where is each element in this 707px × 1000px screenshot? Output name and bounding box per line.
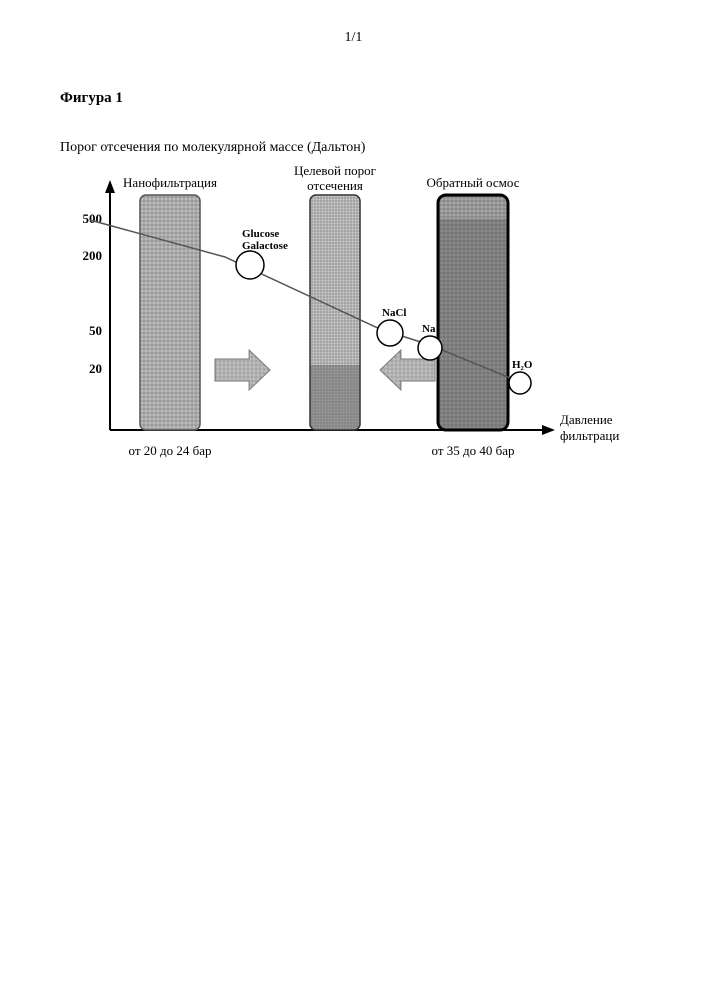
svg-text:Galactose: Galactose (242, 240, 288, 252)
page: 1/1 Фигура 1 Порог отсечения по молекуля… (0, 0, 707, 1000)
svg-text:200: 200 (83, 248, 103, 263)
page-number: 1/1 (0, 30, 707, 46)
svg-text:Нанофильтрация: Нанофильтрация (123, 175, 217, 190)
filtration-diagram: 500 200 50 20 Нанофильтрация Целевой пороготс… (60, 165, 620, 515)
svg-text:500: 500 (83, 211, 103, 226)
figure-subtitle: Порог отсечения по молекулярной массе (Д… (60, 140, 365, 156)
svg-text:20: 20 (89, 361, 102, 376)
svg-text:от 35 до 40 бар: от 35 до 40 бар (431, 443, 514, 458)
svg-text:от 20 до 24 бар: от 20 до 24 бар (128, 443, 211, 458)
svg-text:Glucose: Glucose (242, 228, 279, 240)
svg-text:Na: Na (422, 323, 436, 335)
svg-text:отсечения: отсечения (307, 178, 363, 193)
svg-text:NaCl: NaCl (382, 307, 406, 319)
svg-text:50: 50 (89, 323, 102, 338)
svg-text:фильтрации: фильтрации (560, 428, 620, 443)
figure-title: Фигура 1 (60, 90, 123, 107)
svg-text:H₂O: H₂O (512, 359, 533, 371)
svg-text:Обратный осмос: Обратный осмос (427, 175, 520, 190)
svg-text:Давление: Давление (560, 412, 613, 427)
svg-text:Целевой порог: Целевой порог (294, 165, 376, 178)
